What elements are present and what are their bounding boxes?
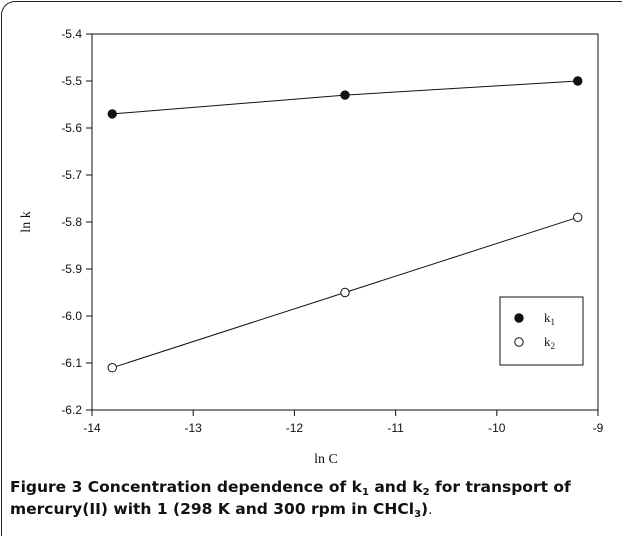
y-tick-label: -5.9 <box>61 262 82 276</box>
y-tick-label: -5.6 <box>61 121 82 135</box>
figure-label: Figure 3 <box>10 478 83 496</box>
x-tick-label: -9 <box>593 421 604 435</box>
data-point-k1 <box>340 90 350 100</box>
y-tick-label: -6.2 <box>61 403 82 417</box>
y-tick-label: -5.8 <box>61 215 82 229</box>
caption-part: and k <box>368 478 423 496</box>
caption-part: Concentration dependence of k <box>82 478 362 496</box>
x-tick-label: -10 <box>488 421 506 435</box>
y-ticks: -5.4 -5.5 -5.6 -5.7 -5.8 -5.9 -6.0 -6.1 -6.2 <box>61 27 92 417</box>
y-tick-label: -5.7 <box>61 168 82 182</box>
legend-label-k2: k2 <box>544 334 555 351</box>
legend-marker-k2 <box>514 337 524 347</box>
data-points <box>107 76 583 373</box>
x-tick-label: -12 <box>286 421 304 435</box>
caption-text: Concentration dependence of k1 and k2 fo… <box>10 478 571 520</box>
figure-caption: Figure 3 Concentration dependence of k1 … <box>10 476 615 522</box>
y-tick-label: -6.1 <box>61 356 82 370</box>
y-axis-label: ln k <box>19 211 34 232</box>
x-axis-label: ln C <box>314 452 338 467</box>
caption-part: 1 <box>361 487 369 498</box>
data-point-k2 <box>340 287 350 298</box>
y-tick-label: -5.4 <box>61 27 82 41</box>
data-point-k1 <box>573 76 583 86</box>
caption-part: for transport of mercury(II) with 1 (298… <box>10 478 571 518</box>
legend-box <box>499 296 584 366</box>
x-tick-label: -14 <box>83 421 101 435</box>
caption-part: . <box>428 503 433 518</box>
data-point-k2 <box>107 363 117 373</box>
chart: -14 -13 -12 -11 -10 -9 -5.4-5.5-5.6-5.7-5.8-5… <box>19 27 604 467</box>
caption-part: 3 <box>414 509 422 520</box>
data-point-k2 <box>573 212 583 223</box>
caption-part: ) <box>421 500 429 518</box>
x-tick-label: -11 <box>387 421 404 435</box>
legend-label-k1: k1 <box>544 310 555 327</box>
x-ticks: -14 -13 -12 -11 -10 -9 <box>83 410 604 435</box>
x-tick-label: -13 <box>185 421 203 435</box>
y-tick-label: -5.5 <box>61 74 82 88</box>
y-tick-label: -6.0 <box>61 309 82 323</box>
data-point-k1 <box>107 109 117 119</box>
legend-marker-k1 <box>514 313 524 323</box>
caption-part: 2 <box>422 487 430 498</box>
